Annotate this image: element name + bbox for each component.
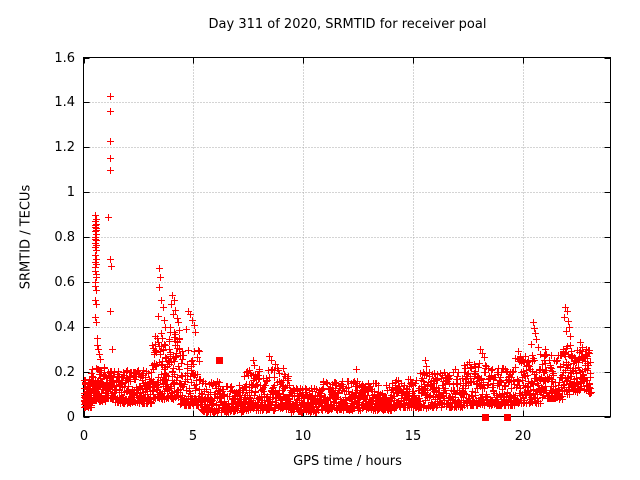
- y-tick-label: 1.2: [54, 140, 75, 155]
- y-tick-label: 0.2: [54, 365, 75, 380]
- flagged-point-square: [216, 357, 223, 364]
- grid-lines: [83, 57, 611, 417]
- x-tick-label: 5: [189, 429, 197, 444]
- y-tick-label: 1.6: [54, 51, 75, 66]
- x-tick-label: 0: [80, 429, 88, 444]
- axis-ticks: [83, 57, 611, 418]
- flagged-point-square: [504, 414, 511, 421]
- chart-title: Day 311 of 2020, SRMTID for receiver poa…: [208, 17, 487, 32]
- x-axis-label: GPS time / hours: [293, 454, 402, 469]
- x-tick-label: 10: [295, 429, 312, 444]
- flagged-point-square: [482, 414, 489, 421]
- y-tick-label: 1: [67, 185, 75, 200]
- y-tick-label: 0.6: [54, 275, 75, 290]
- y-tick-label: 0.4: [54, 320, 75, 335]
- y-tick-label: 0: [67, 410, 75, 425]
- plot-border: [83, 57, 611, 417]
- scatter-points: [81, 93, 595, 416]
- x-tick-label: 15: [405, 429, 422, 444]
- x-tick-label: 20: [515, 429, 532, 444]
- y-tick-label: 1.4: [54, 95, 75, 110]
- y-axis-label: SRMTID / TECUs: [18, 184, 34, 290]
- y-tick-label: 0.8: [54, 230, 75, 245]
